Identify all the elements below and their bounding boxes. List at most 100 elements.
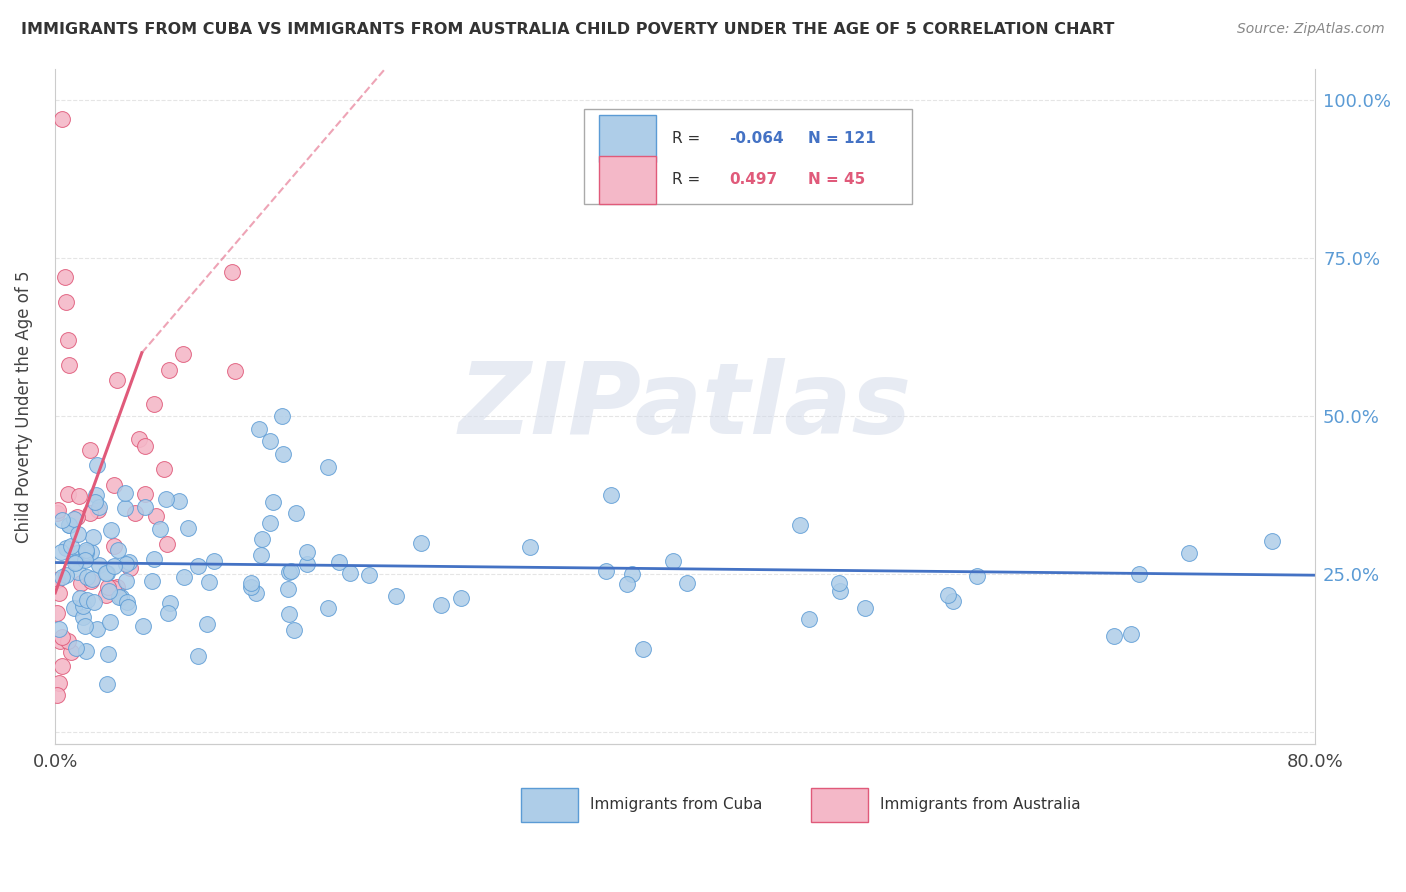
Point <box>936 589 959 603</box>
Point <box>250 548 273 562</box>
Point <box>966 569 988 583</box>
Point <box>141 574 163 588</box>
Point <box>145 509 167 524</box>
Point <box>187 648 209 663</box>
Point <box>48 586 70 600</box>
Point <box>450 591 472 606</box>
Point <box>259 516 281 531</box>
Point <box>66 546 89 560</box>
Point <box>277 582 299 596</box>
Point <box>100 524 122 538</box>
Text: N = 121: N = 121 <box>808 131 876 145</box>
Point <box>80 574 103 588</box>
Point <box>115 574 138 588</box>
Point <box>83 595 105 609</box>
Point <box>676 576 699 591</box>
Point <box>79 506 101 520</box>
FancyBboxPatch shape <box>522 789 578 822</box>
Point <box>941 594 963 608</box>
Point <box>159 596 181 610</box>
Point <box>55 295 77 310</box>
Point <box>75 644 97 658</box>
Point <box>1119 626 1142 640</box>
Point <box>142 397 165 411</box>
Point <box>94 588 117 602</box>
Point <box>51 570 73 584</box>
Point <box>1260 533 1282 548</box>
Point <box>89 558 111 572</box>
Point <box>789 517 811 532</box>
Text: IMMIGRANTS FROM CUBA VS IMMIGRANTS FROM AUSTRALIA CHILD POVERTY UNDER THE AGE OF: IMMIGRANTS FROM CUBA VS IMMIGRANTS FROM … <box>21 22 1115 37</box>
Point <box>45 688 67 702</box>
Point <box>65 641 87 656</box>
Point <box>173 570 195 584</box>
Point <box>270 409 292 423</box>
Point <box>316 459 339 474</box>
Point <box>108 591 131 605</box>
Point <box>132 619 155 633</box>
Point <box>56 333 79 347</box>
Point <box>245 585 267 599</box>
Point <box>152 462 174 476</box>
Point <box>49 545 72 559</box>
Point <box>103 581 125 595</box>
Point <box>87 503 110 517</box>
Point <box>51 658 73 673</box>
Point <box>430 598 453 612</box>
Point <box>55 541 77 555</box>
Point <box>45 507 67 521</box>
Point <box>155 492 177 507</box>
Point <box>259 434 281 449</box>
Point <box>156 607 179 621</box>
Point <box>295 557 318 571</box>
Point <box>224 364 246 378</box>
Point <box>58 517 80 532</box>
Point <box>177 521 200 535</box>
Point <box>48 622 70 636</box>
Point <box>283 624 305 638</box>
Point <box>80 573 103 587</box>
Point <box>156 537 179 551</box>
Point <box>105 580 128 594</box>
Text: Immigrants from Australia: Immigrants from Australia <box>880 797 1081 812</box>
Point <box>1128 566 1150 581</box>
Point <box>797 612 820 626</box>
Point <box>662 554 685 568</box>
Point <box>110 590 132 604</box>
Point <box>82 530 104 544</box>
Point <box>316 601 339 615</box>
Point <box>96 677 118 691</box>
Point <box>853 601 876 615</box>
Point <box>62 601 84 615</box>
Point <box>73 552 96 566</box>
Text: Immigrants from Cuba: Immigrants from Cuba <box>591 797 763 812</box>
Point <box>631 642 654 657</box>
Point <box>103 478 125 492</box>
Point <box>73 619 96 633</box>
Point <box>115 558 138 572</box>
Point <box>45 606 67 620</box>
Point <box>60 540 83 554</box>
Point <box>46 503 69 517</box>
Point <box>114 486 136 500</box>
Point <box>285 506 308 520</box>
Point <box>94 566 117 580</box>
Point <box>76 593 98 607</box>
FancyBboxPatch shape <box>599 114 657 162</box>
Text: ZIPatlas: ZIPatlas <box>458 358 911 455</box>
Point <box>70 575 93 590</box>
FancyBboxPatch shape <box>811 789 868 822</box>
Point <box>53 270 76 285</box>
Point <box>103 558 125 573</box>
Point <box>134 439 156 453</box>
Point <box>621 567 644 582</box>
Point <box>128 432 150 446</box>
FancyBboxPatch shape <box>599 156 657 203</box>
Point <box>277 607 299 622</box>
Point <box>277 565 299 579</box>
Point <box>84 488 107 502</box>
Point <box>63 512 86 526</box>
Point <box>56 634 79 648</box>
Point <box>221 265 243 279</box>
Point <box>202 554 225 568</box>
